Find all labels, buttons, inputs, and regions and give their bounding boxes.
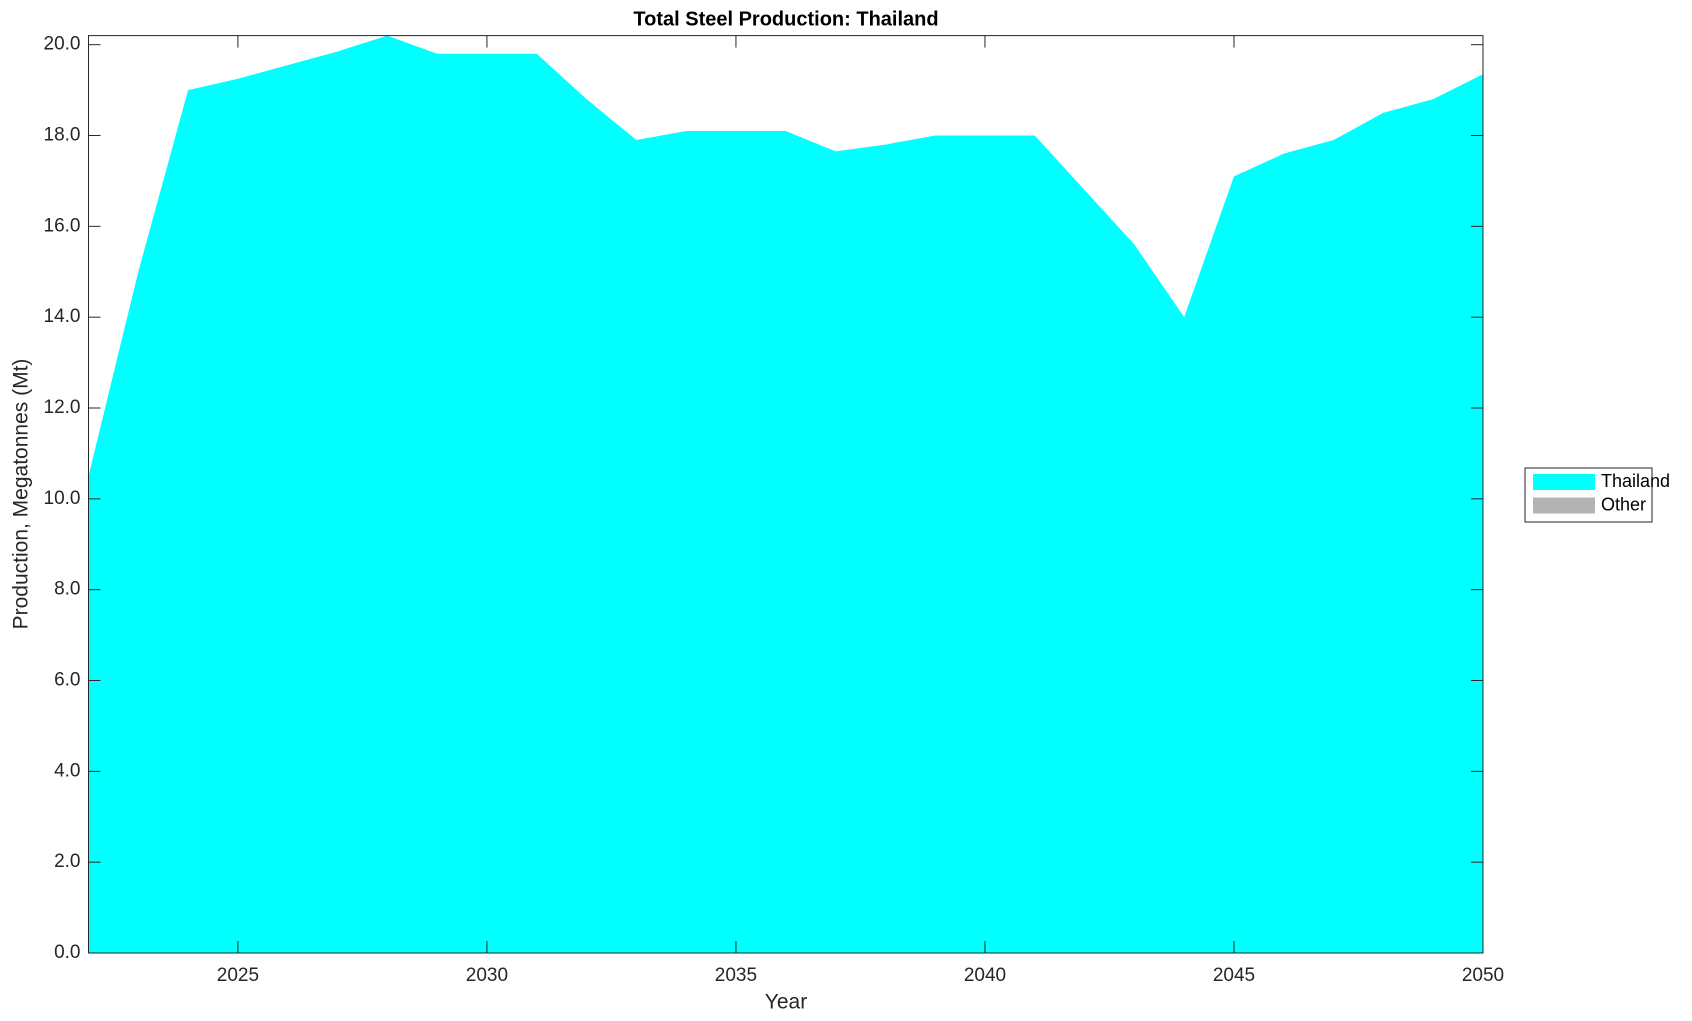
y-tick-label: 6.0	[54, 670, 80, 691]
legend-swatch	[1533, 474, 1595, 490]
x-axis-label: Year	[765, 991, 807, 1014]
y-tick-label: 10.0	[44, 488, 81, 509]
y-tick-label: 16.0	[44, 215, 81, 236]
x-tick-label: 2045	[1213, 965, 1255, 986]
legend: Thailand Other	[1524, 467, 1670, 523]
y-tick-label: 12.0	[44, 397, 81, 418]
legend-swatch	[1533, 497, 1595, 514]
legend-label: Thailand	[1601, 471, 1670, 491]
y-tick-label: 8.0	[54, 579, 80, 600]
y-tick-label: 18.0	[44, 125, 81, 146]
y-tick-label: 2.0	[54, 851, 80, 872]
y-tick-label: 20.0	[44, 34, 81, 55]
area	[88, 35, 1483, 954]
x-tick-label: 2025	[217, 965, 259, 986]
x-tick-label: 2035	[715, 965, 757, 986]
x-tick-label: 2050	[1462, 965, 1504, 986]
y-axis-label: Production, Megatonnes (Mt)	[10, 359, 33, 630]
y-tick-label: 0.0	[54, 942, 80, 963]
legend-label: Other	[1601, 494, 1646, 514]
y-tick-label: 4.0	[54, 760, 80, 781]
plot-frame	[88, 35, 1484, 954]
chart-title: Total Steel Production: Thailand	[633, 8, 938, 30]
y-tick-label: 14.0	[44, 306, 81, 327]
x-tick-label: 2040	[964, 965, 1006, 986]
x-tick-label: 2030	[466, 965, 508, 986]
